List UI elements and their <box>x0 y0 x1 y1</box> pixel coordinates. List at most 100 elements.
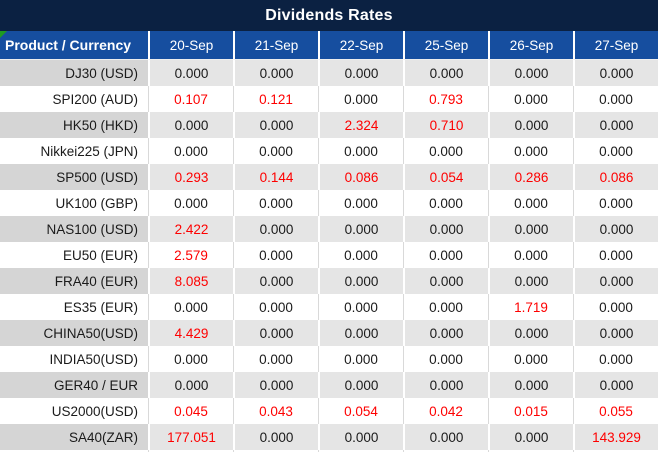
rate-cell: 0.000 <box>233 216 318 242</box>
rate-cell: 1.719 <box>488 294 573 320</box>
rate-cell: 0.107 <box>148 86 233 112</box>
product-label: SA40(ZAR) <box>0 424 148 450</box>
rate-cell: 0.000 <box>573 372 658 398</box>
rate-cell: 0.000 <box>573 294 658 320</box>
rate-cell: 0.000 <box>573 346 658 372</box>
table-row: US2000(USD) 0.045 0.043 0.054 0.042 0.015 0.05… <box>0 398 658 424</box>
rate-cell: 0.000 <box>573 190 658 216</box>
rate-cell: 0.710 <box>403 112 488 138</box>
partial-row-cell <box>403 450 488 452</box>
rate-cell: 0.000 <box>233 112 318 138</box>
rate-cell: 2.422 <box>148 216 233 242</box>
product-label: CHINA50(USD) <box>0 320 148 346</box>
rate-cell: 0.043 <box>233 398 318 424</box>
date-column-header: 25-Sep <box>403 31 488 60</box>
product-label: UK100 (GBP) <box>0 190 148 216</box>
partial-row-cell <box>0 450 148 452</box>
rate-cell: 0.000 <box>148 138 233 164</box>
rate-cell: 0.000 <box>148 346 233 372</box>
rate-cell: 0.000 <box>488 60 573 86</box>
rate-cell: 0.000 <box>488 190 573 216</box>
rate-cell: 0.000 <box>318 60 403 86</box>
rate-cell: 0.000 <box>233 242 318 268</box>
rate-cell: 8.085 <box>148 268 233 294</box>
rate-cell: 0.000 <box>403 424 488 450</box>
rate-cell: 0.000 <box>573 60 658 86</box>
rate-cell: 0.000 <box>488 372 573 398</box>
table-row: ES35 (EUR) 0.000 0.000 0.000 0.000 1.719 0.000 <box>0 294 658 320</box>
rate-cell: 0.000 <box>403 320 488 346</box>
rate-cell: 0.000 <box>318 268 403 294</box>
rate-cell: 143.929 <box>573 424 658 450</box>
rate-cell: 0.000 <box>318 86 403 112</box>
date-column-header: 21-Sep <box>233 31 318 60</box>
rate-cell: 0.000 <box>233 268 318 294</box>
rate-cell: 0.000 <box>318 216 403 242</box>
product-label: US2000(USD) <box>0 398 148 424</box>
rate-cell: 0.000 <box>488 424 573 450</box>
rate-cell: 0.045 <box>148 398 233 424</box>
rate-cell: 0.055 <box>573 398 658 424</box>
rate-cell: 0.000 <box>148 112 233 138</box>
date-column-header: 22-Sep <box>318 31 403 60</box>
rate-cell: 0.000 <box>403 138 488 164</box>
title-bar: Dividends Rates <box>0 0 658 31</box>
table-body: DJ30 (USD) 0.000 0.000 0.000 0.000 0.000 0.000… <box>0 60 658 450</box>
header-row: Product / Currency 20-Sep 21-Sep 22-Sep 25-… <box>0 31 658 60</box>
rate-cell: 0.000 <box>148 294 233 320</box>
date-column-header: 20-Sep <box>148 31 233 60</box>
product-label: SPI200 (AUD) <box>0 86 148 112</box>
rate-cell: 0.086 <box>573 164 658 190</box>
rate-cell: 0.000 <box>233 190 318 216</box>
partial-row-cell <box>318 450 403 452</box>
rate-cell: 0.000 <box>573 268 658 294</box>
rate-cell: 0.000 <box>573 216 658 242</box>
dividends-table: Product / Currency 20-Sep 21-Sep 22-Sep 25-… <box>0 31 658 452</box>
rate-cell: 0.000 <box>488 112 573 138</box>
table-row: HK50 (HKD) 0.000 0.000 2.324 0.710 0.000 0.000 <box>0 112 658 138</box>
rate-cell: 0.000 <box>403 294 488 320</box>
product-label: NAS100 (USD) <box>0 216 148 242</box>
rate-cell: 0.000 <box>233 424 318 450</box>
rate-cell: 0.000 <box>233 372 318 398</box>
partial-row-cell <box>573 450 658 452</box>
rate-cell: 0.121 <box>233 86 318 112</box>
rate-cell: 0.086 <box>318 164 403 190</box>
rate-cell: 0.000 <box>573 86 658 112</box>
product-label: FRA40 (EUR) <box>0 268 148 294</box>
table-row: CHINA50(USD) 4.429 0.000 0.000 0.000 0.000 0.0… <box>0 320 658 346</box>
rate-cell: 0.000 <box>148 190 233 216</box>
table-row: UK100 (GBP) 0.000 0.000 0.000 0.000 0.000 0.00… <box>0 190 658 216</box>
table-row: SP500 (USD) 0.293 0.144 0.086 0.054 0.286 0.08… <box>0 164 658 190</box>
rate-cell: 4.429 <box>148 320 233 346</box>
rate-cell: 0.000 <box>403 372 488 398</box>
rate-cell: 0.042 <box>403 398 488 424</box>
rate-cell: 0.000 <box>403 346 488 372</box>
table-row: Nikkei225 (JPN) 0.000 0.000 0.000 0.000 0.000… <box>0 138 658 164</box>
rate-cell: 0.000 <box>403 268 488 294</box>
partial-row-cell <box>148 450 233 452</box>
green-corner-indicator-icon <box>0 31 7 38</box>
rate-cell: 0.015 <box>488 398 573 424</box>
table-row: NAS100 (USD) 2.422 0.000 0.000 0.000 0.000 0.0… <box>0 216 658 242</box>
rate-cell: 2.579 <box>148 242 233 268</box>
rate-cell: 0.000 <box>318 190 403 216</box>
product-label: DJ30 (USD) <box>0 60 148 86</box>
rate-cell: 2.324 <box>318 112 403 138</box>
table-row: FRA40 (EUR) 8.085 0.000 0.000 0.000 0.000 0.00… <box>0 268 658 294</box>
rate-cell: 0.000 <box>573 320 658 346</box>
rate-cell: 0.000 <box>233 294 318 320</box>
rate-cell: 0.000 <box>318 424 403 450</box>
rate-cell: 0.000 <box>318 294 403 320</box>
rate-cell: 0.000 <box>573 138 658 164</box>
rate-cell: 0.000 <box>233 346 318 372</box>
product-label: ES35 (EUR) <box>0 294 148 320</box>
rate-cell: 0.000 <box>318 242 403 268</box>
product-currency-header: Product / Currency <box>0 31 148 60</box>
rate-cell: 0.000 <box>403 190 488 216</box>
rate-cell: 0.000 <box>488 138 573 164</box>
product-label: Nikkei225 (JPN) <box>0 138 148 164</box>
partial-next-row <box>0 450 658 452</box>
rate-cell: 0.000 <box>148 372 233 398</box>
page-title: Dividends Rates <box>265 6 393 24</box>
